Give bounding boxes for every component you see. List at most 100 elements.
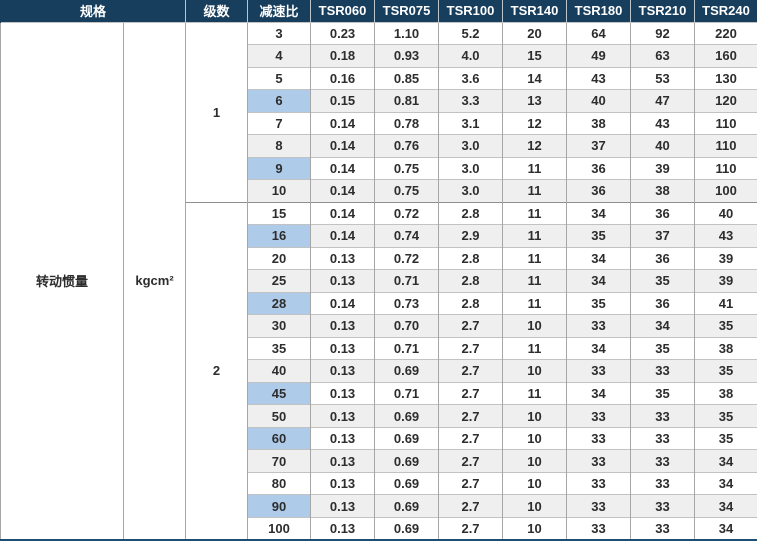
value-cell: 0.13 xyxy=(310,269,375,293)
value-cell: 2.7 xyxy=(438,381,503,405)
value-cell: 0.14 xyxy=(310,111,375,135)
table-row: 8 0.14 0.76 3.0 12 37 40 110 xyxy=(1,134,757,158)
value-cell: 0.18 xyxy=(310,44,375,68)
value-cell: 0.72 xyxy=(374,201,439,225)
value-cell: 2.7 xyxy=(438,471,503,495)
value-cell: 0.14 xyxy=(310,156,375,180)
value-cell: 36 xyxy=(566,179,631,203)
value-cell: 12 xyxy=(502,111,567,135)
ratio-cell: 100 xyxy=(247,516,311,540)
ratio-cell: 60 xyxy=(247,426,311,450)
value-cell: 0.75 xyxy=(374,156,439,180)
ratio-cell: 10 xyxy=(247,179,311,203)
value-cell: 10 xyxy=(502,359,567,383)
ratio-cell: 7 xyxy=(247,111,311,135)
value-cell: 3.1 xyxy=(438,111,503,135)
value-cell: 35 xyxy=(566,224,631,248)
table-row: 5 0.16 0.85 3.6 14 43 53 130 xyxy=(1,66,757,90)
value-cell: 33 xyxy=(566,516,631,540)
value-cell: 110 xyxy=(694,156,757,180)
value-cell: 0.93 xyxy=(374,44,439,68)
value-cell: 2.8 xyxy=(438,291,503,315)
value-cell: 34 xyxy=(566,336,631,360)
value-cell: 2.7 xyxy=(438,426,503,450)
value-cell: 35 xyxy=(630,269,695,293)
ratio-cell: 6 xyxy=(247,89,311,113)
value-cell: 35 xyxy=(694,314,757,338)
value-cell: 1.10 xyxy=(374,21,439,45)
value-cell: 38 xyxy=(630,179,695,203)
ratio-cell: 9 xyxy=(247,156,311,180)
ratio-cell: 25 xyxy=(247,269,311,293)
value-cell: 0.13 xyxy=(310,471,375,495)
value-cell: 0.13 xyxy=(310,336,375,360)
value-cell: 33 xyxy=(630,494,695,518)
ratio-cell: 20 xyxy=(247,246,311,270)
model-header: TSR075 xyxy=(374,0,440,22)
value-cell: 33 xyxy=(630,449,695,473)
table-row: 60 0.13 0.69 2.7 10 33 33 35 xyxy=(1,426,757,450)
ratio-cell: 16 xyxy=(247,224,311,248)
table-row: 20 0.13 0.72 2.8 11 34 36 39 xyxy=(1,246,757,270)
value-cell: 3.0 xyxy=(438,156,503,180)
ratio-cell: 80 xyxy=(247,471,311,495)
value-cell: 11 xyxy=(502,201,567,225)
value-cell: 43 xyxy=(630,111,695,135)
value-cell: 40 xyxy=(566,89,631,113)
value-cell: 38 xyxy=(694,336,757,360)
table-row: 28 0.14 0.73 2.8 11 35 36 41 xyxy=(1,291,757,315)
spec-unit-cell: kgcm² xyxy=(122,21,186,540)
value-cell: 0.13 xyxy=(310,426,375,450)
value-cell: 35 xyxy=(630,336,695,360)
value-cell: 35 xyxy=(694,404,757,428)
value-cell: 0.73 xyxy=(374,291,439,315)
value-cell: 0.14 xyxy=(310,201,375,225)
table-row: 2 15 0.14 0.72 2.8 11 34 36 40 xyxy=(1,201,757,540)
table-row: 7 0.14 0.78 3.1 12 38 43 110 xyxy=(1,111,757,135)
model-header: TSR240 xyxy=(694,0,757,22)
ratio-header: 减速比 xyxy=(247,0,312,22)
value-cell: 11 xyxy=(502,336,567,360)
value-cell: 10 xyxy=(502,471,567,495)
value-cell: 11 xyxy=(502,224,567,248)
value-cell: 0.13 xyxy=(310,246,375,270)
value-cell: 53 xyxy=(630,66,695,90)
table-row: 4 0.18 0.93 4.0 15 49 63 160 xyxy=(1,44,757,68)
value-cell: 34 xyxy=(630,314,695,338)
value-cell: 0.13 xyxy=(310,381,375,405)
ratio-cell: 28 xyxy=(247,291,311,315)
value-cell: 110 xyxy=(694,134,757,158)
value-cell: 0.69 xyxy=(374,426,439,450)
value-cell: 34 xyxy=(694,494,757,518)
value-cell: 36 xyxy=(630,246,695,270)
value-cell: 2.7 xyxy=(438,314,503,338)
value-cell: 36 xyxy=(630,291,695,315)
model-header: TSR180 xyxy=(566,0,632,22)
spec-name-cell: 转动惯量 xyxy=(0,21,124,540)
value-cell: 2.7 xyxy=(438,336,503,360)
value-cell: 33 xyxy=(566,359,631,383)
table-row: 30 0.13 0.70 2.7 10 33 34 35 xyxy=(1,314,757,338)
value-cell: 0.14 xyxy=(310,291,375,315)
value-cell: 35 xyxy=(630,381,695,405)
table-row: 40 0.13 0.69 2.7 10 33 33 35 xyxy=(1,359,757,383)
value-cell: 33 xyxy=(630,359,695,383)
value-cell: 0.13 xyxy=(310,449,375,473)
value-cell: 37 xyxy=(630,224,695,248)
value-cell: 11 xyxy=(502,269,567,293)
value-cell: 33 xyxy=(630,426,695,450)
value-cell: 41 xyxy=(694,291,757,315)
value-cell: 43 xyxy=(694,224,757,248)
value-cell: 33 xyxy=(630,516,695,540)
value-cell: 100 xyxy=(694,179,757,203)
table-row: 10 0.14 0.75 3.0 11 36 38 100 xyxy=(1,179,757,203)
value-cell: 0.74 xyxy=(374,224,439,248)
model-header: TSR210 xyxy=(630,0,696,22)
value-cell: 34 xyxy=(566,269,631,293)
model-header: TSR060 xyxy=(310,0,376,22)
value-cell: 92 xyxy=(630,21,695,45)
table-row: 16 0.14 0.74 2.9 11 35 37 43 xyxy=(1,224,757,248)
value-cell: 10 xyxy=(502,314,567,338)
value-cell: 33 xyxy=(566,494,631,518)
